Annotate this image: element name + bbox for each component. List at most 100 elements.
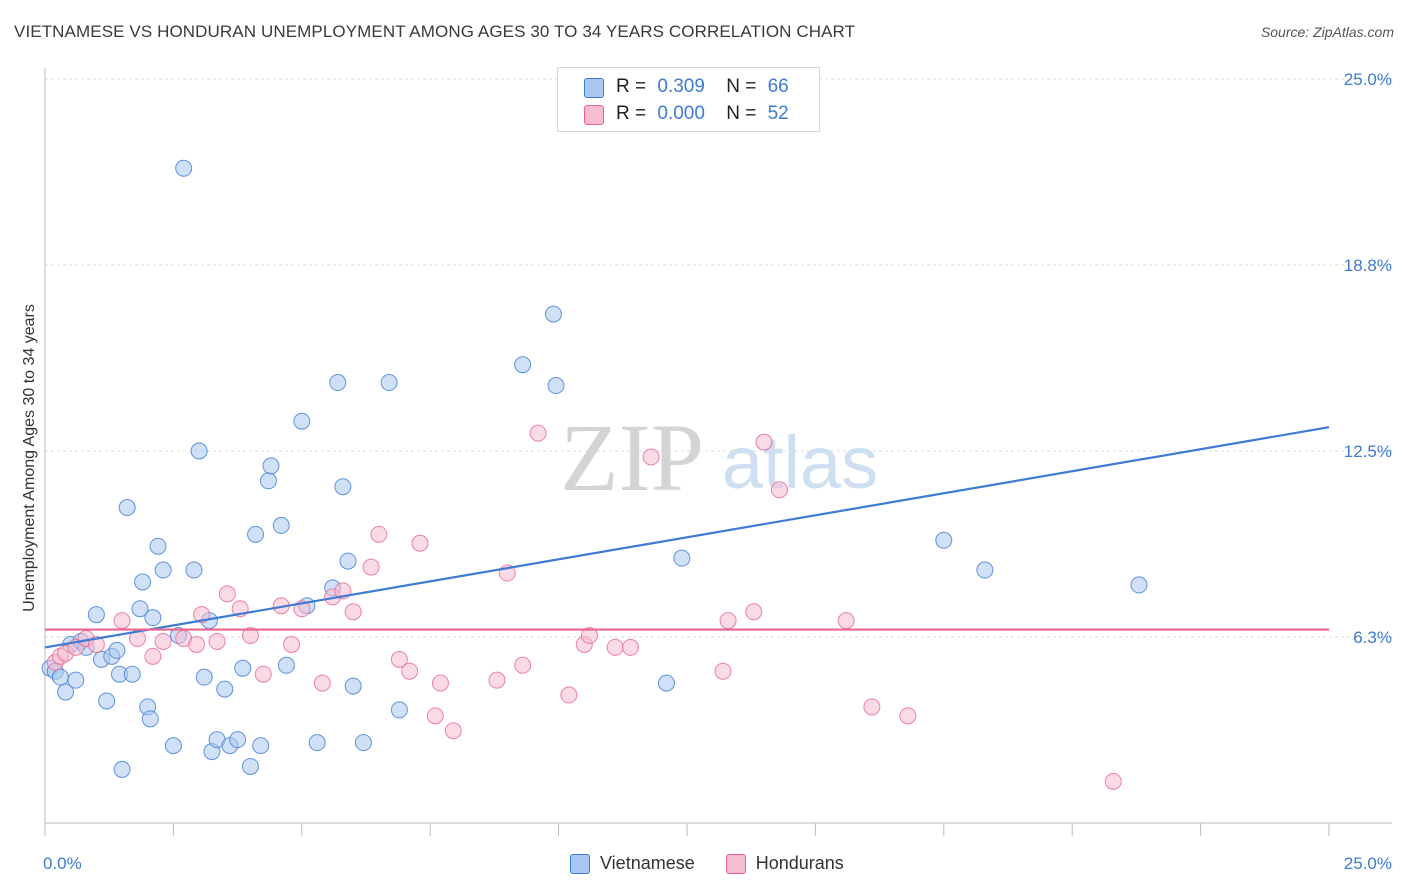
vietnamese-point[interactable]	[108, 641, 126, 659]
vietnamese-point[interactable]	[544, 305, 562, 323]
hondurans-point[interactable]	[241, 627, 259, 645]
correlation-legend: R = 0.309 N = 66 R = 0.000 N = 52	[557, 67, 820, 132]
vietnamese-point[interactable]	[164, 737, 182, 755]
vietnamese-point[interactable]	[390, 701, 408, 719]
vietnamese-point[interactable]	[344, 677, 362, 695]
hondurans-point[interactable]	[444, 722, 462, 740]
vietnamese-point[interactable]	[334, 478, 352, 496]
watermark: ZIP atlas	[560, 404, 878, 511]
vietnamese-point[interactable]	[87, 606, 105, 624]
legend-swatch-hondurans	[725, 854, 746, 874]
hondurans-point[interactable]	[714, 662, 732, 680]
vietnamese-point[interactable]	[272, 516, 290, 534]
hondurans-point[interactable]	[622, 638, 640, 656]
source-label: Source: ZipAtlas.com	[1260, 24, 1394, 40]
vietnamese-point[interactable]	[216, 680, 234, 698]
vietnamese-point[interactable]	[247, 525, 265, 543]
hondurans-point[interactable]	[254, 665, 272, 683]
vietnamese-point[interactable]	[175, 159, 193, 177]
hondurans-point[interactable]	[899, 707, 917, 725]
vietnamese-point[interactable]	[185, 561, 203, 579]
hondurans-point[interactable]	[283, 635, 301, 653]
x-tick-label: 25.0%	[1344, 854, 1392, 873]
vietnamese-point[interactable]	[51, 668, 69, 686]
vietnamese-point[interactable]	[259, 472, 277, 490]
hondurans-point[interactable]	[344, 603, 362, 621]
vietnamese-point[interactable]	[229, 731, 247, 749]
vietnamese-point[interactable]	[98, 692, 116, 710]
vietnamese-point[interactable]	[935, 531, 953, 549]
hondurans-point[interactable]	[313, 674, 331, 692]
vietnamese-point[interactable]	[144, 609, 162, 627]
hondurans-point[interactable]	[87, 635, 105, 653]
vietnamese-point[interactable]	[154, 561, 172, 579]
hondurans-point[interactable]	[208, 632, 226, 650]
hondurans-point[interactable]	[411, 534, 429, 552]
vietnamese-point[interactable]	[277, 656, 295, 674]
hondurans-point[interactable]	[144, 647, 162, 665]
vietnamese-point[interactable]	[252, 737, 270, 755]
vietnamese-point[interactable]	[547, 377, 565, 395]
hondurans-point[interactable]	[514, 656, 532, 674]
trend-lines	[44, 426, 1330, 649]
hondurans-point[interactable]	[426, 707, 444, 725]
vietnamese-point[interactable]	[1130, 576, 1148, 594]
vietnamese-point[interactable]	[57, 683, 75, 701]
hondurans-point[interactable]	[755, 433, 773, 451]
vietnamese-point[interactable]	[141, 710, 159, 728]
vietnamese-point[interactable]	[123, 665, 141, 683]
hondurans-point[interactable]	[1104, 772, 1122, 790]
hondurans-point[interactable]	[560, 686, 578, 704]
r-label: R =	[616, 76, 647, 97]
vietnamese-point[interactable]	[514, 356, 532, 374]
vietnamese-point[interactable]	[308, 734, 326, 752]
hondurans-point[interactable]	[606, 638, 624, 656]
hondurans-point[interactable]	[188, 635, 206, 653]
vietnamese-point[interactable]	[673, 549, 691, 567]
vietnamese-point[interactable]	[67, 671, 85, 689]
hondurans-point[interactable]	[431, 674, 449, 692]
y-tick-label: 6.3%	[1353, 628, 1392, 647]
hondurans-point[interactable]	[719, 612, 737, 630]
hondurans-point[interactable]	[863, 698, 881, 716]
hondurans-point[interactable]	[154, 632, 172, 650]
vietnamese-point[interactable]	[293, 412, 311, 430]
hondurans-point[interactable]	[529, 424, 547, 442]
hondurans-point[interactable]	[370, 525, 388, 543]
vietnamese-point[interactable]	[131, 600, 149, 618]
hondurans-point[interactable]	[837, 612, 855, 630]
legend-label-vietnamese: Vietnamese	[600, 853, 695, 873]
hondurans-point[interactable]	[113, 612, 131, 630]
vietnamese-point[interactable]	[262, 457, 280, 475]
vietnamese-point[interactable]	[190, 442, 208, 460]
hondurans-point[interactable]	[362, 558, 380, 576]
axes	[44, 68, 1392, 836]
hondurans-point[interactable]	[770, 481, 788, 499]
vietnamese-point[interactable]	[113, 760, 131, 778]
y-tick-label: 25.0%	[1344, 70, 1392, 89]
hondurans-point[interactable]	[193, 606, 211, 624]
vietnamese-point[interactable]	[329, 374, 347, 392]
vietnamese-point[interactable]	[380, 374, 398, 392]
x-tick-label: 0.0%	[43, 854, 82, 873]
vietnamese-point[interactable]	[657, 674, 675, 692]
hondurans-point[interactable]	[488, 671, 506, 689]
vietnamese-point[interactable]	[241, 757, 259, 775]
legend-item-vietnamese[interactable]: Vietnamese	[570, 853, 695, 874]
hondurans-point[interactable]	[642, 448, 660, 466]
hondurans-point[interactable]	[390, 650, 408, 668]
hondurans-point[interactable]	[401, 662, 419, 680]
hondurans-point[interactable]	[580, 627, 598, 645]
legend-item-hondurans[interactable]: Hondurans	[725, 853, 844, 874]
hondurans-point[interactable]	[745, 603, 763, 621]
hondurans-point[interactable]	[218, 585, 236, 603]
vietnamese-point[interactable]	[339, 552, 357, 570]
n-label: N =	[726, 103, 757, 124]
vietnamese-point[interactable]	[118, 499, 136, 517]
vietnamese-point[interactable]	[149, 537, 167, 555]
vietnamese-point[interactable]	[354, 734, 372, 752]
vietnamese-point[interactable]	[134, 573, 152, 591]
vietnamese-point[interactable]	[195, 668, 213, 686]
vietnamese-point[interactable]	[234, 659, 252, 677]
vietnamese-point[interactable]	[976, 561, 994, 579]
